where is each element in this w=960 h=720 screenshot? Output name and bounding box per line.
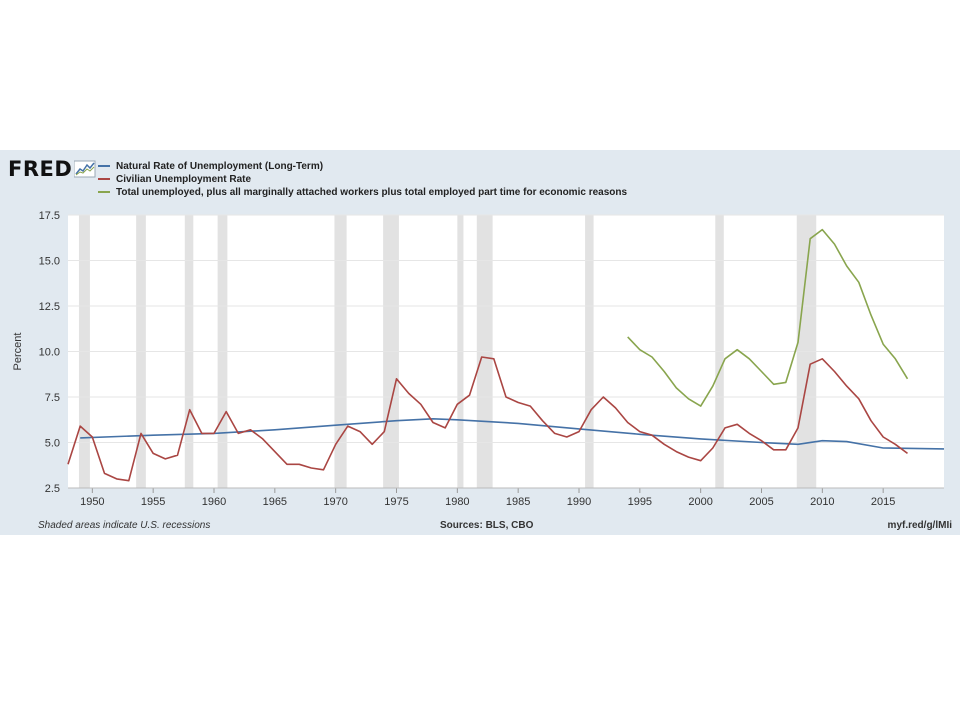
- x-tick-label: 1990: [567, 496, 591, 508]
- y-tick-label: 17.5: [39, 210, 60, 222]
- x-tick-label: 2015: [871, 496, 895, 508]
- legend-item-u6-rate[interactable]: Total unemployed, plus all marginally at…: [98, 186, 627, 198]
- chart-legend: Natural Rate of Unemployment (Long-Term)…: [98, 160, 627, 199]
- fred-chart-panel: FRED Natural Rate of Unemployment (Long-…: [0, 150, 960, 535]
- legend-item-civilian-rate[interactable]: Civilian Unemployment Rate: [98, 173, 627, 185]
- sources-text: Sources: BLS, CBO: [440, 520, 534, 531]
- legend-swatch: [98, 191, 110, 193]
- y-tick-label: 12.5: [39, 301, 60, 313]
- series-line-u6-rate: [627, 228, 909, 407]
- x-tick-label: 2000: [688, 496, 712, 508]
- x-tick-label: 2010: [810, 496, 834, 508]
- y-tick-label: 15.0: [39, 256, 60, 268]
- x-tick-label: 1950: [80, 496, 104, 508]
- chart-plot[interactable]: 2.5 5.0 7.5 10.0 12.5 15.0 17.5 1950 1955 1960 196…: [0, 150, 960, 520]
- short-link[interactable]: myf.red/g/lMIi: [887, 520, 952, 531]
- x-tick-label: 1970: [323, 496, 347, 508]
- x-tick-label: 1995: [628, 496, 652, 508]
- legend-label: Natural Rate of Unemployment (Long-Term): [116, 160, 324, 172]
- x-tick-label: 1960: [202, 496, 226, 508]
- legend-label: Civilian Unemployment Rate: [116, 173, 252, 185]
- fred-logo[interactable]: FRED: [8, 156, 96, 182]
- legend-swatch: [98, 178, 110, 180]
- y-tick-label: 10.0: [39, 347, 60, 359]
- fred-logo-text: FRED: [8, 157, 73, 181]
- series-line-civilian-rate: [67, 356, 908, 482]
- x-tick-label: 2005: [749, 496, 773, 508]
- legend-swatch: [98, 165, 110, 167]
- x-tick-label: 1955: [141, 496, 165, 508]
- recession-note: Shaded areas indicate U.S. recessions: [38, 520, 211, 531]
- y-axis-title: Percent: [12, 333, 24, 371]
- legend-label: Total unemployed, plus all marginally at…: [116, 186, 628, 198]
- x-tick-label: 1985: [506, 496, 530, 508]
- fred-logo-icon: [74, 160, 96, 178]
- x-tick-label: 1965: [263, 496, 287, 508]
- x-tick-label: 1980: [445, 496, 469, 508]
- y-tick-label: 7.5: [45, 392, 60, 404]
- y-tick-label: 2.5: [45, 483, 60, 495]
- legend-item-natural-rate[interactable]: Natural Rate of Unemployment (Long-Term): [98, 160, 627, 172]
- x-tick-label: 1975: [384, 496, 408, 508]
- y-tick-label: 5.0: [45, 438, 60, 450]
